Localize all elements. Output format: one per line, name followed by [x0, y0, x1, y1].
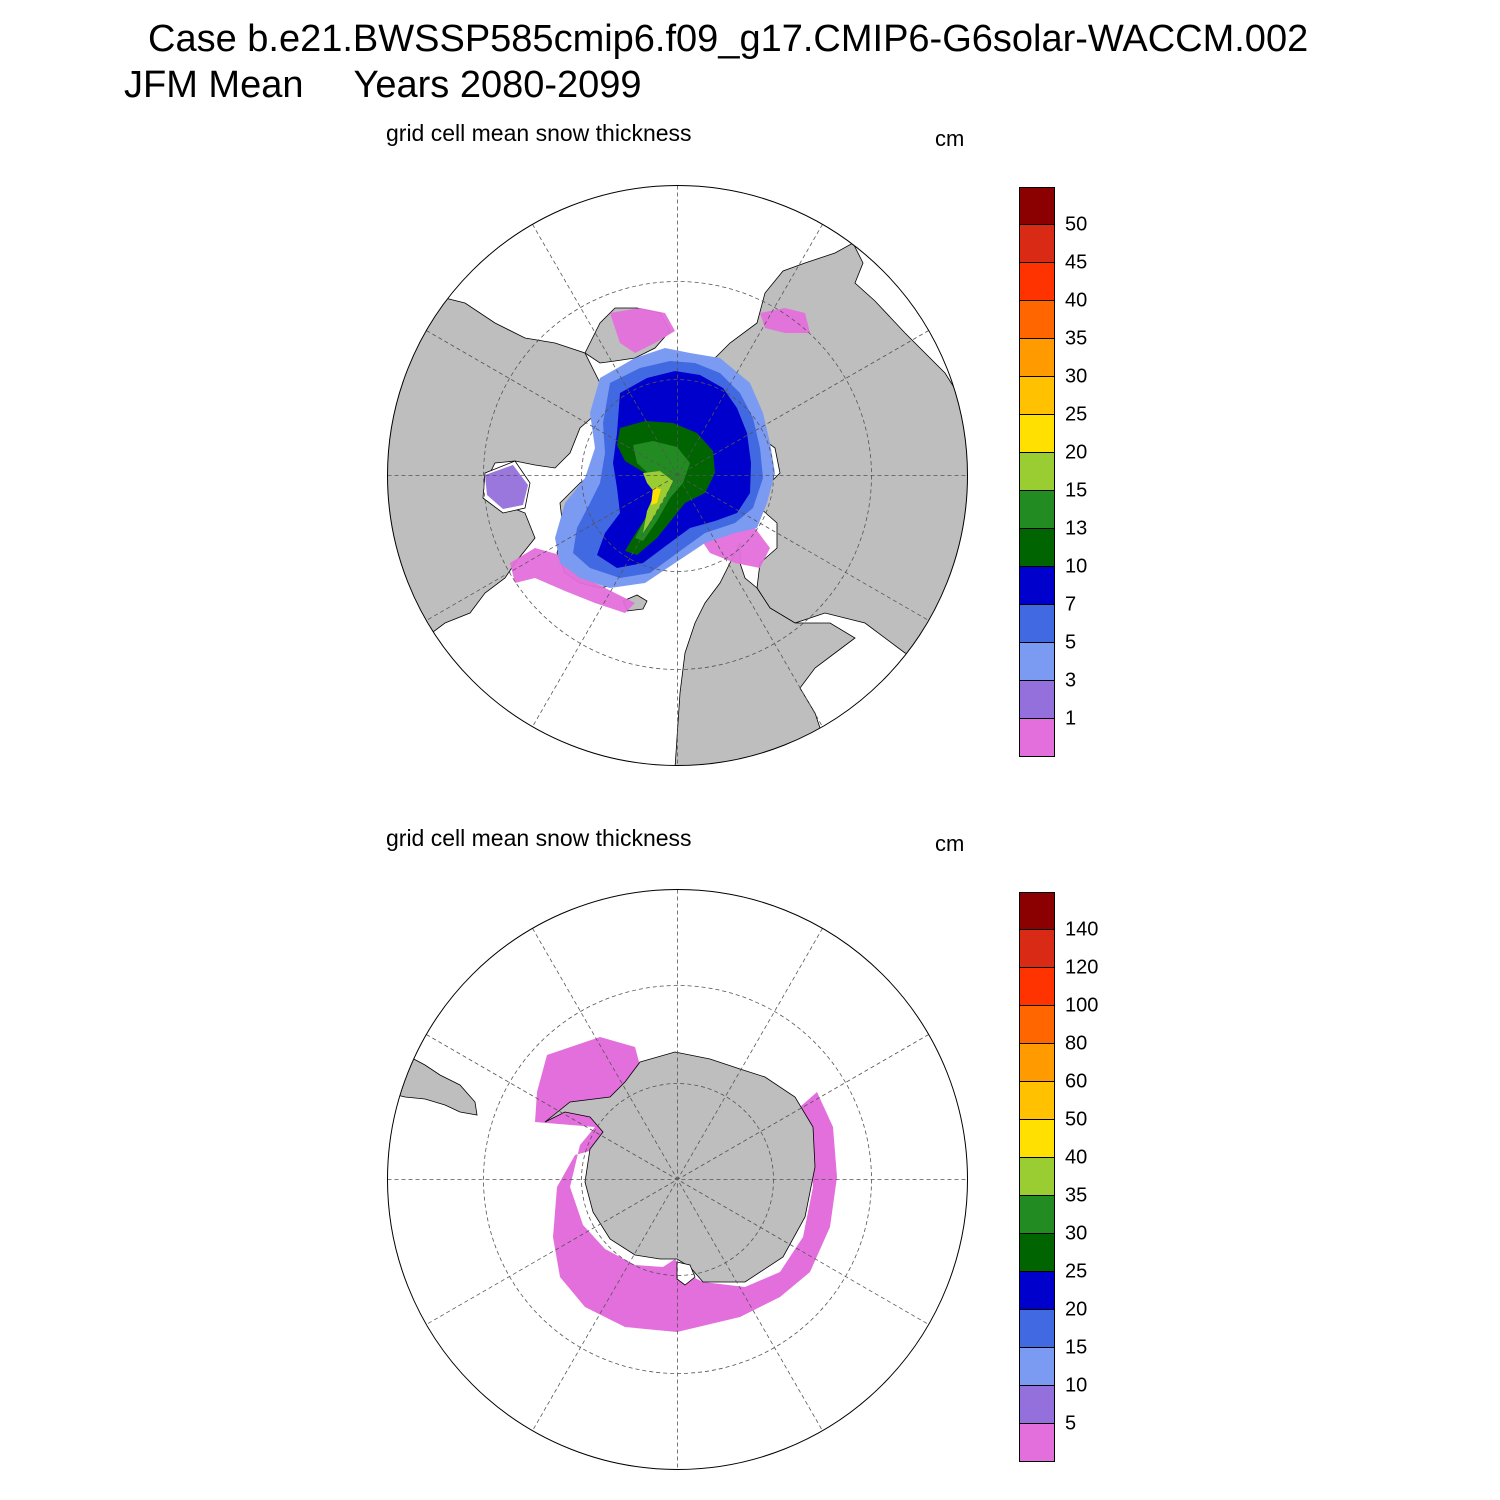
north-colorbar-box — [1019, 719, 1055, 757]
north-colorbar-box — [1019, 225, 1055, 263]
south-panel-units: cm — [935, 831, 965, 856]
ross-ice-shelf — [676, 1261, 696, 1286]
north-colorbar-label: 15 — [1065, 479, 1088, 502]
south-colorbar-box — [1019, 1386, 1055, 1424]
south-colorbar-box — [1019, 892, 1055, 930]
ice-band-1cm-pacific — [760, 308, 810, 333]
land-siberia — [714, 242, 968, 664]
south-colorbar-box — [1019, 1044, 1055, 1082]
north-colorbar-label: 13 — [1065, 517, 1088, 540]
north-colorbar-label: 5 — [1065, 631, 1077, 654]
south-colorbar-label: 15 — [1065, 1336, 1088, 1359]
south-colorbar-box — [1019, 1348, 1055, 1386]
ice-band-20cm — [643, 471, 673, 533]
north-colorbar-box — [1019, 681, 1055, 719]
north-polar-map — [387, 185, 968, 766]
south-colorbar-label: 35 — [1065, 1184, 1088, 1207]
north-graticule — [387, 185, 968, 766]
south-colorbar-box — [1019, 968, 1055, 1006]
south-colorbar-label: 140 — [1065, 918, 1099, 941]
south-panel-title: grid cell mean snow thickness — [386, 825, 692, 851]
south-colorbar-box — [1019, 1120, 1055, 1158]
south-colorbar-label: 100 — [1065, 994, 1099, 1017]
north-colorbar-box — [1019, 377, 1055, 415]
north-colorbar-box — [1019, 301, 1055, 339]
north-panel-units: cm — [935, 126, 965, 151]
south-colorbar-box — [1019, 1006, 1055, 1044]
south-colorbar-box — [1019, 1424, 1055, 1462]
north-colorbar-label: 30 — [1065, 365, 1088, 388]
north-colorbar-box — [1019, 263, 1055, 301]
north-colorbar-box — [1019, 605, 1055, 643]
south-colorbar-label: 80 — [1065, 1032, 1088, 1055]
land-antarctica — [544, 1051, 816, 1283]
north-colorbar-label: 7 — [1065, 593, 1077, 616]
north-panel-title: grid cell mean snow thickness — [386, 120, 692, 146]
north-colorbar-label: 3 — [1065, 669, 1077, 692]
south-colorbar-box — [1019, 1158, 1055, 1196]
south-colorbar-label: 50 — [1065, 1108, 1088, 1131]
south-polar-map — [387, 889, 968, 1470]
north-colorbar-label: 40 — [1065, 289, 1088, 312]
south-colorbar-label: 20 — [1065, 1298, 1088, 1321]
north-colorbar-label: 50 — [1065, 213, 1088, 236]
north-colorbar-label: 20 — [1065, 441, 1088, 464]
south-colorbar-label: 40 — [1065, 1146, 1088, 1169]
ice-band-1cm-atlantic — [510, 548, 635, 613]
ice-band-3cm-hudson — [485, 465, 528, 509]
south-colorbar-box — [1019, 1234, 1055, 1272]
north-colorbar-label: 45 — [1065, 251, 1088, 274]
south-colorbar-label: 25 — [1065, 1260, 1088, 1283]
ice-band-25cm — [651, 488, 661, 505]
period-title: JFM Mean Years 2080-2099 — [124, 64, 642, 107]
north-colorbar-label: 10 — [1065, 555, 1088, 578]
case-title: Case b.e21.BWSSP585cmip6.f09_g17.CMIP6-G… — [148, 18, 1309, 60]
north-colorbar-box — [1019, 643, 1055, 681]
north-map-frame — [387, 185, 968, 766]
north-colorbar-box — [1019, 529, 1055, 567]
south-colorbar-box — [1019, 1310, 1055, 1348]
north-colorbar-box — [1019, 415, 1055, 453]
north-colorbar-box — [1019, 567, 1055, 605]
season-label: JFM Mean — [124, 64, 304, 106]
south-colorbar-label: 10 — [1065, 1374, 1088, 1397]
north-colorbar-box — [1019, 187, 1055, 225]
south-colorbar-box — [1019, 1082, 1055, 1120]
south-colorbar-label: 30 — [1065, 1222, 1088, 1245]
south-colorbar-box — [1019, 1196, 1055, 1234]
south-colorbar-label: 5 — [1065, 1412, 1077, 1435]
north-colorbar-label: 35 — [1065, 327, 1088, 350]
north-colorbar-box — [1019, 491, 1055, 529]
north-colorbar-label: 1 — [1065, 707, 1077, 730]
years-label: Years 2080-2099 — [353, 64, 642, 106]
north-colorbar-label: 25 — [1065, 403, 1088, 426]
north-colorbar-box — [1019, 339, 1055, 377]
south-colorbar-label: 60 — [1065, 1070, 1088, 1093]
south-colorbar-box — [1019, 930, 1055, 968]
south-colorbar-label: 120 — [1065, 956, 1099, 979]
ice-band-1cm — [610, 308, 675, 353]
south-colorbar-box — [1019, 1272, 1055, 1310]
north-colorbar-box — [1019, 453, 1055, 491]
south-graticule — [387, 889, 968, 1470]
south-map-frame — [387, 889, 968, 1470]
